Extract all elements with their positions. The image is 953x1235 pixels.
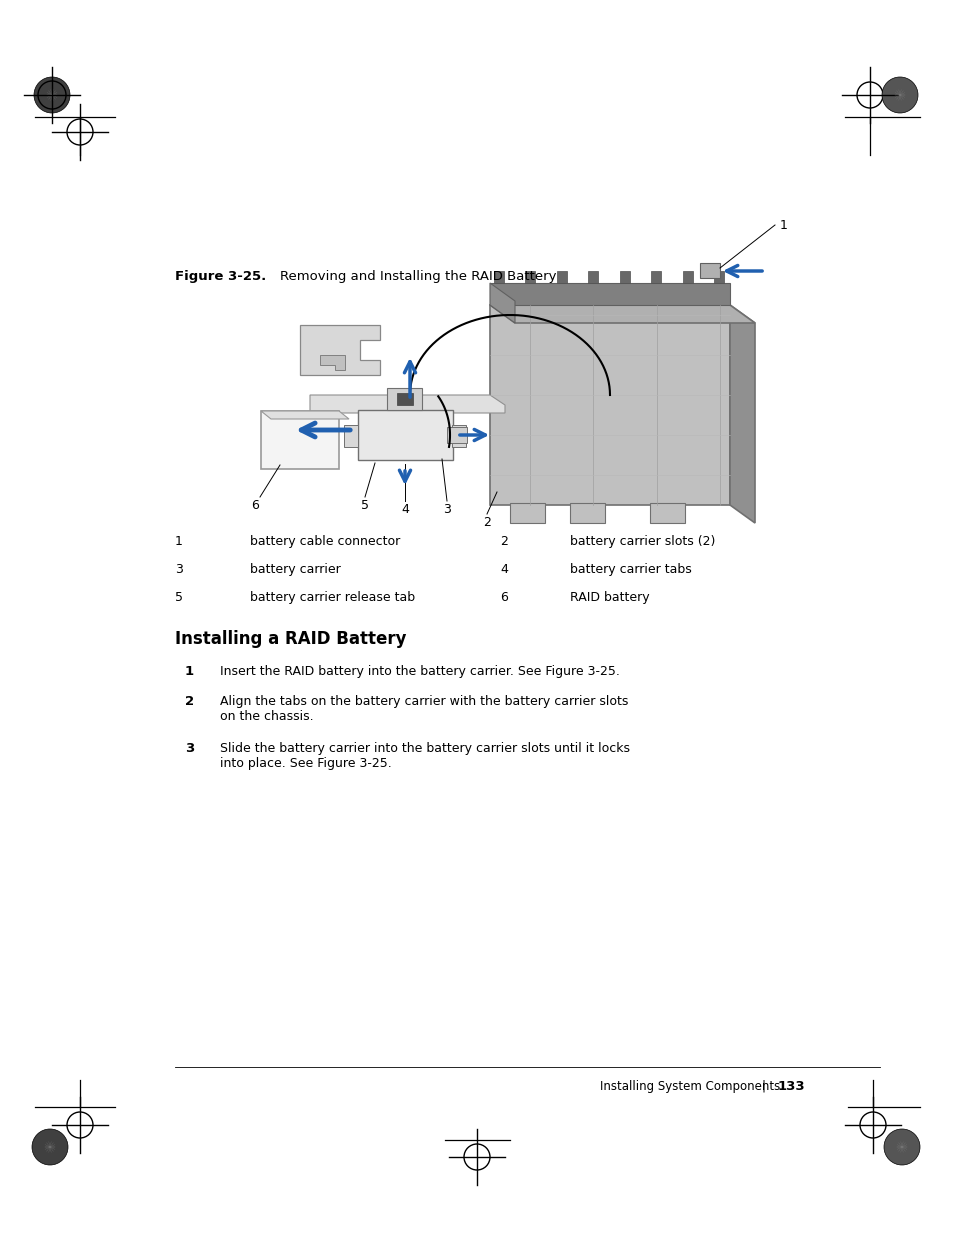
Text: Align the tabs on the battery carrier with the battery carrier slots
on the chas: Align the tabs on the battery carrier wi… bbox=[220, 695, 628, 722]
Bar bbox=[557, 270, 566, 283]
Text: Insert the RAID battery into the battery carrier. See Figure 3-25.: Insert the RAID battery into the battery… bbox=[220, 664, 619, 678]
Text: Slide the battery carrier into the battery carrier slots until it locks
into pla: Slide the battery carrier into the batte… bbox=[220, 742, 629, 769]
Bar bbox=[651, 270, 660, 283]
Bar bbox=[490, 305, 729, 505]
Text: 4: 4 bbox=[499, 563, 507, 576]
Text: Figure 3-25.: Figure 3-25. bbox=[174, 270, 266, 283]
Polygon shape bbox=[490, 305, 754, 324]
Text: 6: 6 bbox=[499, 592, 507, 604]
Bar bbox=[713, 270, 723, 283]
Bar bbox=[357, 410, 453, 459]
Text: battery cable connector: battery cable connector bbox=[250, 535, 400, 548]
Text: battery carrier release tab: battery carrier release tab bbox=[250, 592, 415, 604]
Text: 1: 1 bbox=[174, 535, 183, 548]
Bar bbox=[261, 411, 338, 469]
Text: battery carrier slots (2): battery carrier slots (2) bbox=[569, 535, 715, 548]
Bar bbox=[452, 425, 465, 447]
Circle shape bbox=[883, 1129, 919, 1165]
Text: Removing and Installing the RAID Battery: Removing and Installing the RAID Battery bbox=[280, 270, 556, 283]
Text: 133: 133 bbox=[778, 1079, 804, 1093]
Bar bbox=[447, 427, 467, 443]
Text: battery carrier: battery carrier bbox=[250, 563, 340, 576]
Bar bbox=[387, 388, 421, 410]
Circle shape bbox=[32, 1129, 68, 1165]
Text: 4: 4 bbox=[400, 503, 409, 515]
Bar bbox=[525, 270, 535, 283]
Text: 2: 2 bbox=[185, 695, 193, 708]
Bar bbox=[494, 270, 503, 283]
Text: Installing a RAID Battery: Installing a RAID Battery bbox=[174, 630, 406, 648]
Circle shape bbox=[882, 77, 917, 112]
Bar bbox=[569, 503, 604, 522]
Circle shape bbox=[34, 77, 70, 112]
Bar bbox=[588, 270, 598, 283]
Bar bbox=[344, 425, 357, 447]
Text: Installing System Components: Installing System Components bbox=[599, 1079, 780, 1093]
Text: 2: 2 bbox=[482, 515, 491, 529]
Bar bbox=[681, 270, 692, 283]
Text: 5: 5 bbox=[174, 592, 183, 604]
Text: |: | bbox=[761, 1079, 765, 1093]
Text: RAID battery: RAID battery bbox=[569, 592, 649, 604]
Text: 3: 3 bbox=[185, 742, 194, 755]
Text: 5: 5 bbox=[360, 499, 369, 511]
Polygon shape bbox=[319, 354, 345, 370]
Text: 1: 1 bbox=[780, 219, 787, 231]
Text: battery carrier tabs: battery carrier tabs bbox=[569, 563, 691, 576]
Text: 3: 3 bbox=[442, 503, 451, 515]
Polygon shape bbox=[310, 395, 504, 412]
Polygon shape bbox=[299, 325, 379, 375]
Bar bbox=[619, 270, 629, 283]
Polygon shape bbox=[261, 411, 349, 419]
Bar bbox=[396, 393, 413, 405]
Bar bbox=[490, 283, 729, 305]
Bar bbox=[700, 263, 720, 278]
Bar bbox=[649, 503, 684, 522]
Text: 6: 6 bbox=[251, 499, 258, 511]
Text: 3: 3 bbox=[174, 563, 183, 576]
Text: 2: 2 bbox=[499, 535, 507, 548]
Polygon shape bbox=[729, 305, 754, 522]
Bar bbox=[510, 503, 544, 522]
Polygon shape bbox=[490, 283, 515, 324]
Text: 1: 1 bbox=[185, 664, 193, 678]
